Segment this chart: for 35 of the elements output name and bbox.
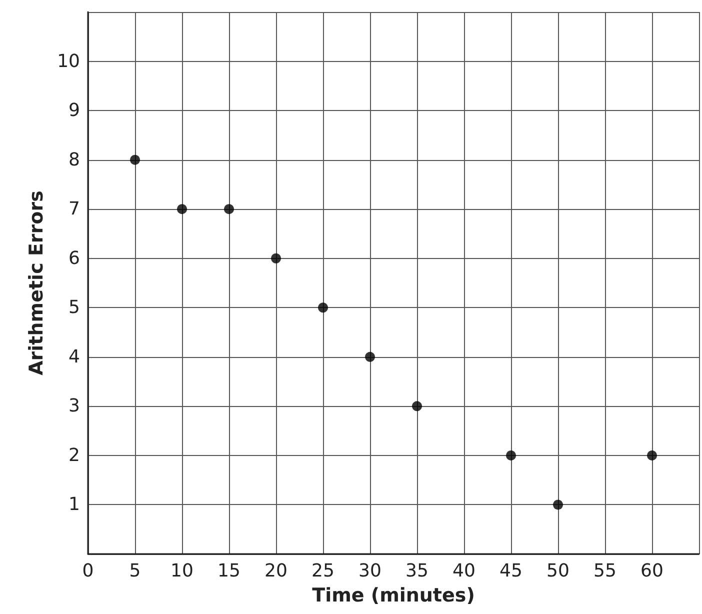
- point: [365, 352, 375, 362]
- x-tick-label: 0: [82, 560, 94, 582]
- x-tick-label: 35: [406, 560, 428, 582]
- y-tick-label: 9: [68, 100, 80, 122]
- x-axis-title: Time (minutes): [312, 584, 475, 606]
- y-tick-label: 7: [68, 198, 80, 220]
- y-tick-label: 5: [68, 297, 80, 318]
- point: [177, 204, 187, 214]
- point: [271, 253, 281, 264]
- x-tick-label: 5: [129, 560, 141, 582]
- x-tick-label: 45: [500, 560, 522, 582]
- point: [506, 450, 516, 460]
- point: [647, 450, 657, 460]
- y-tick-label: 4: [68, 346, 80, 368]
- point: [318, 302, 328, 313]
- point: [130, 154, 140, 165]
- y-tick-label: 10: [57, 50, 80, 72]
- point: [553, 500, 563, 510]
- x-tick-label: 60: [640, 560, 664, 582]
- x-tick-label: 20: [264, 560, 288, 582]
- y-tick-label: 6: [68, 248, 80, 269]
- x-tick-label: 55: [594, 560, 616, 582]
- x-tick-label: 30: [358, 560, 382, 582]
- y-tick-label: 8: [68, 149, 80, 170]
- y-tick-label: 3: [68, 396, 80, 417]
- y-tick-label: 2: [68, 444, 80, 466]
- x-tick-label: 25: [312, 560, 334, 582]
- point: [412, 401, 422, 412]
- y-tick-label: 1: [68, 494, 80, 516]
- x-tick-label: 40: [452, 560, 476, 582]
- x-tick-label: 10: [170, 560, 194, 582]
- point: [224, 204, 234, 214]
- x-tick-label: 50: [546, 560, 570, 582]
- y-axis-title: Arithmetic Errors: [26, 190, 48, 376]
- x-tick-label: 15: [218, 560, 240, 582]
